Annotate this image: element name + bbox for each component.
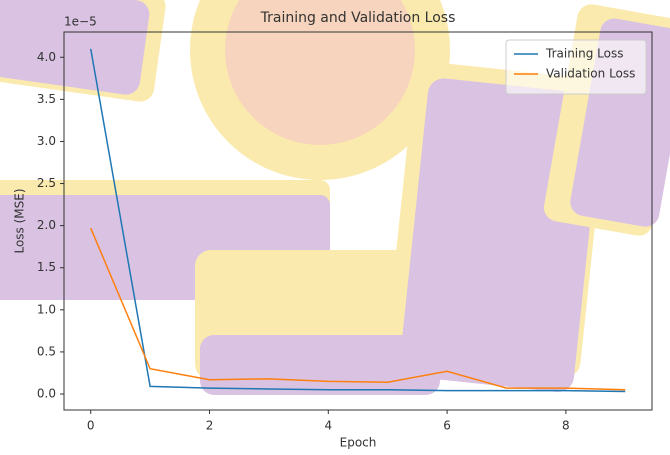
y-tick-label: 4.0 (37, 50, 56, 64)
y-tick-label: 1.5 (37, 260, 56, 274)
x-tick-label: 6 (443, 419, 451, 433)
y-tick-label: 0.0 (37, 387, 56, 401)
x-tick-label: 2 (206, 419, 214, 433)
y-tick-label: 2.5 (37, 176, 56, 190)
legend-label: Training Loss (545, 47, 623, 61)
legend-label: Validation Loss (546, 67, 635, 81)
x-axis-label: Epoch (340, 436, 377, 450)
y-tick-label: 1.0 (37, 302, 56, 316)
x-tick-label: 0 (87, 419, 95, 433)
x-tick-label: 8 (562, 419, 570, 433)
y-tick-label: 2.0 (37, 218, 56, 232)
chart-title: Training and Validation Loss (260, 10, 456, 26)
page: Training and Validation Loss Epoch Loss … (0, 0, 670, 455)
chart: Training and Validation Loss Epoch Loss … (0, 0, 670, 451)
y-tick-label: 3.5 (37, 92, 56, 106)
y-axis-label: Loss (MSE) (13, 188, 27, 253)
y-tick-label: 0.5 (37, 344, 56, 358)
y-offset-label: 1e−5 (64, 15, 97, 29)
x-tick-label: 4 (324, 419, 332, 433)
y-tick-label: 3.0 (37, 134, 56, 148)
